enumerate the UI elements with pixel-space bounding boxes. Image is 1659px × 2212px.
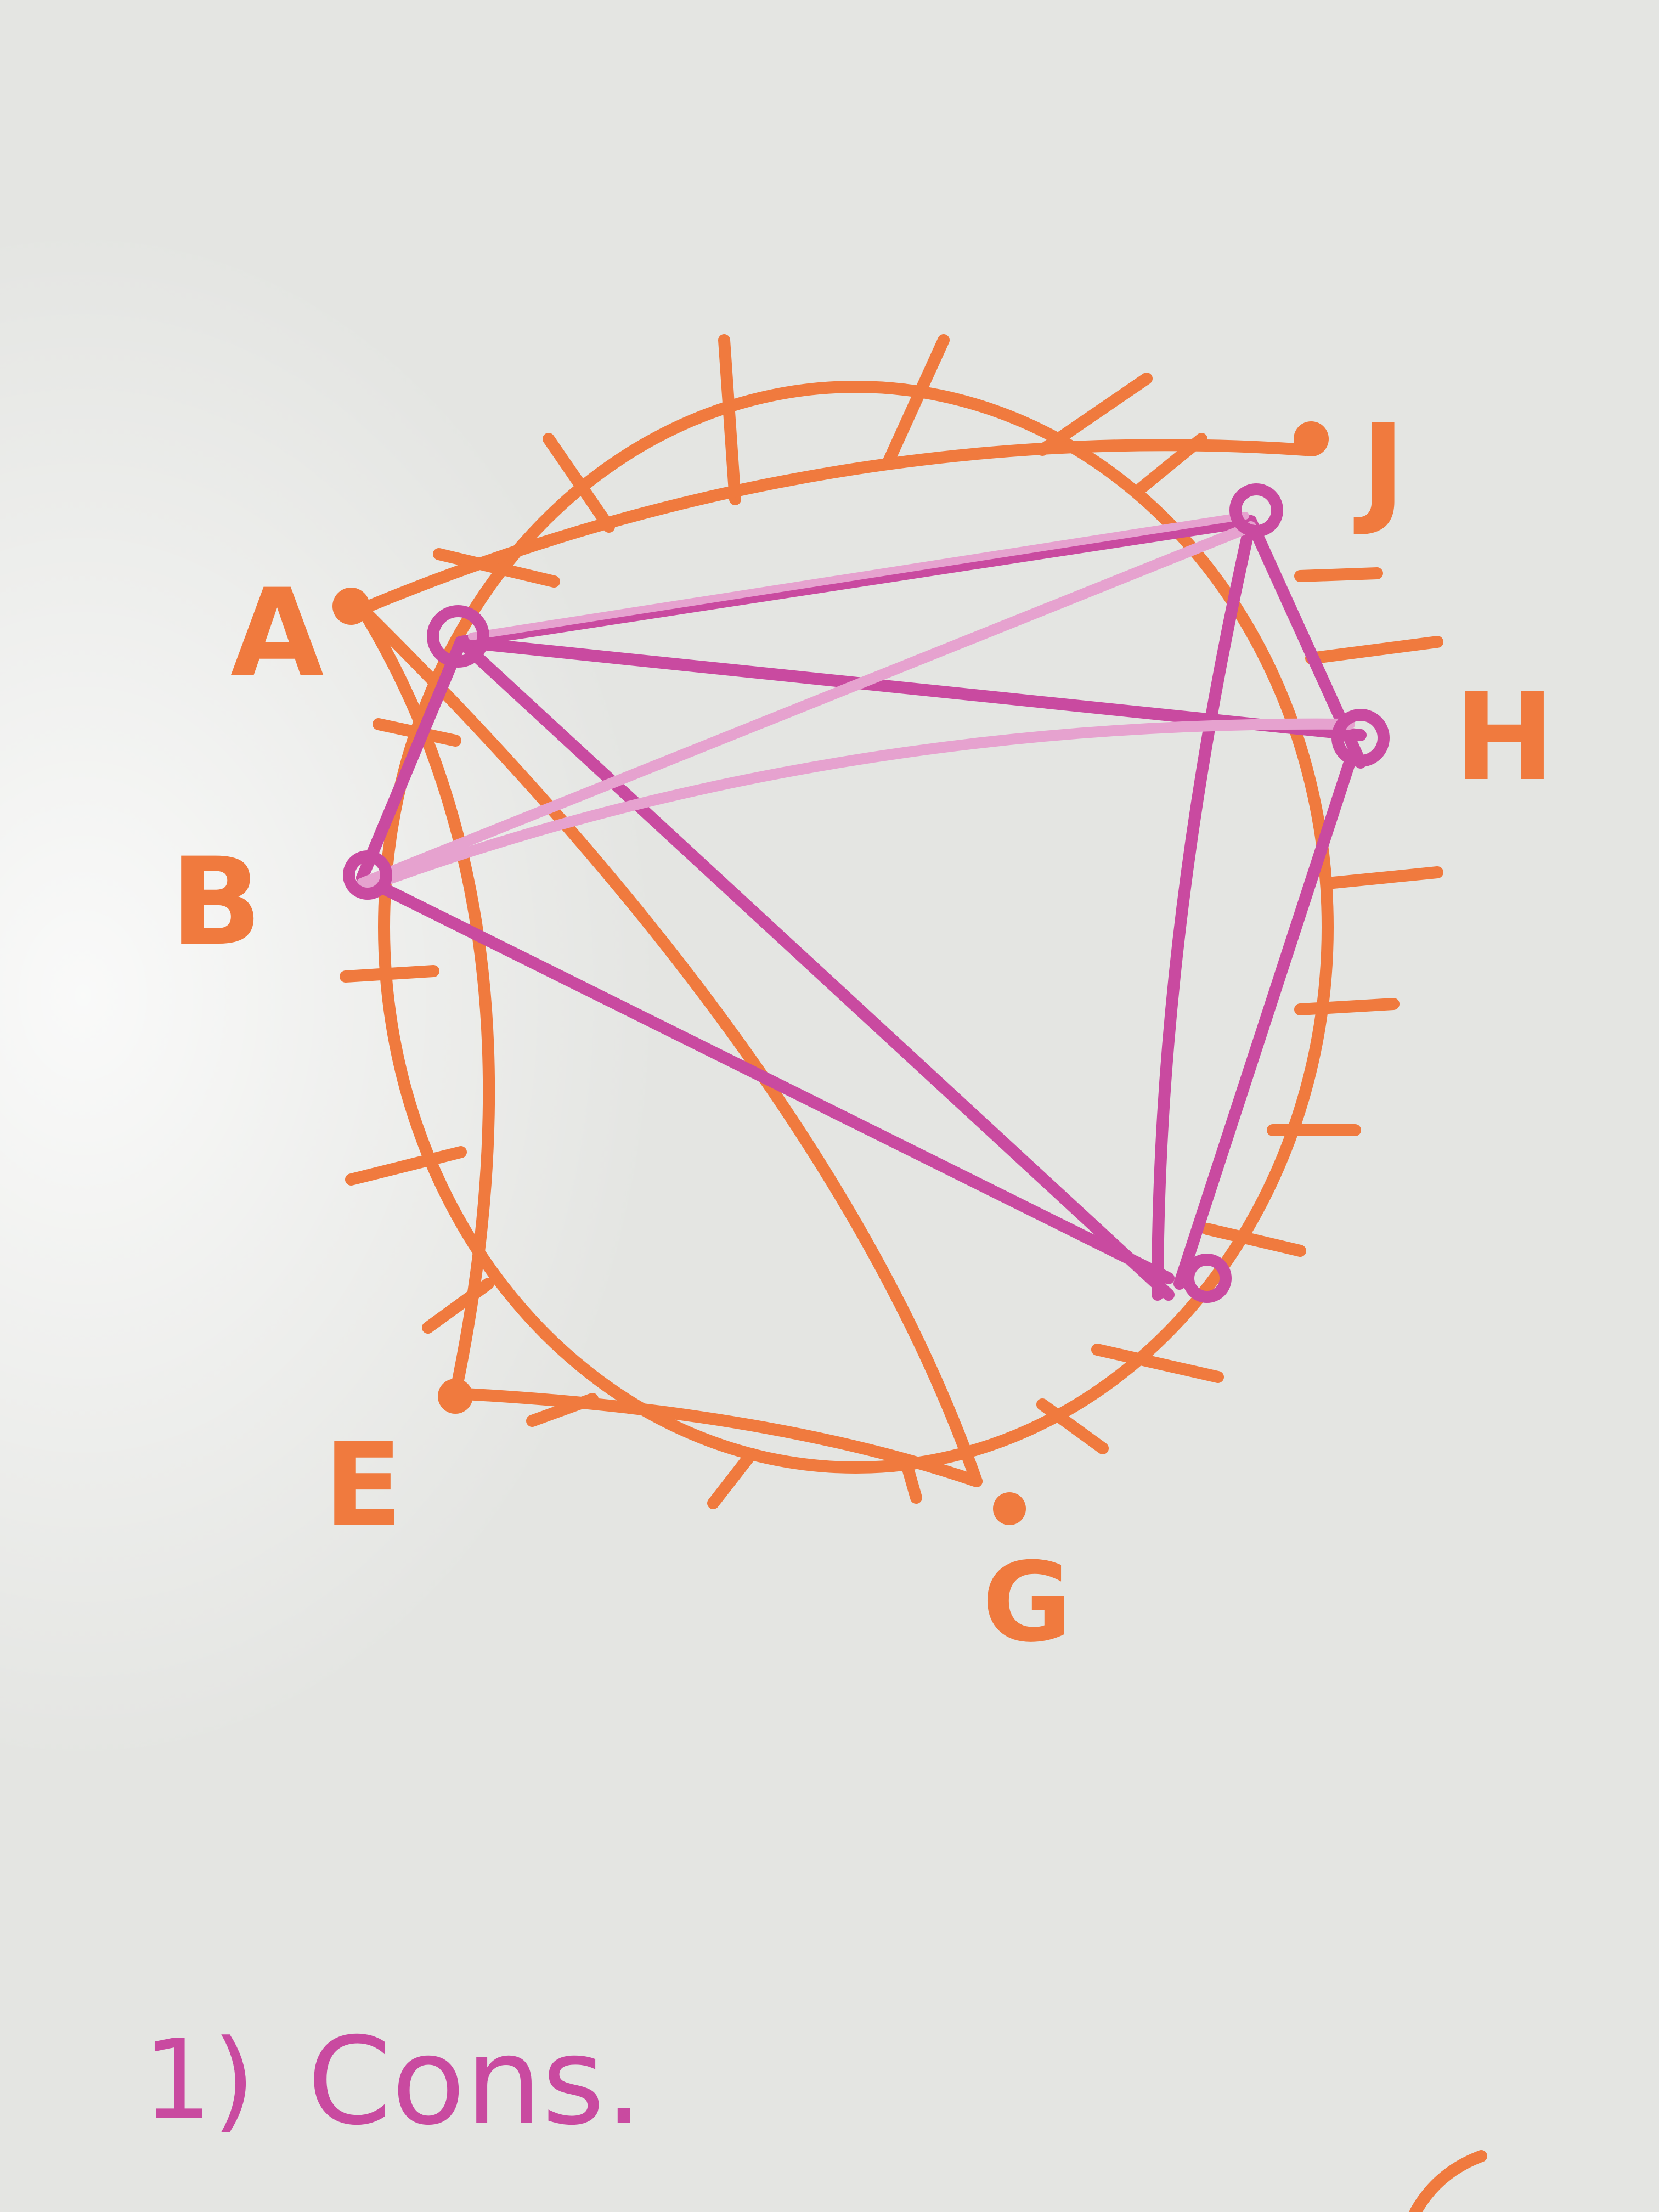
edge-A-G	[356, 603, 983, 1487]
tick	[340, 965, 439, 983]
edge-H-F	[1173, 757, 1356, 1290]
magenta-edges	[356, 515, 1367, 1301]
tick	[345, 1146, 467, 1186]
tick	[707, 1448, 758, 1509]
vertex-J-dot	[1294, 421, 1329, 456]
note-text: Cons.	[307, 2011, 643, 2152]
edge-C-F	[455, 636, 1175, 1301]
edge-B-D	[357, 521, 1256, 889]
label-J: J	[1353, 398, 1406, 539]
light-magenta-edges-top	[468, 512, 1249, 640]
partial-stroke-bottom-right	[1409, 2150, 1487, 2212]
edge-D-F	[1152, 515, 1257, 1301]
tick	[1305, 636, 1443, 664]
tick	[433, 548, 560, 588]
note-number: 1)	[143, 2016, 255, 2144]
light-magenta-edges	[357, 521, 1355, 894]
label-A: A	[230, 563, 324, 703]
vertex-D-node	[1229, 483, 1283, 537]
edge-E-G	[449, 1387, 983, 1487]
vertex-labels: A J H B E G	[170, 398, 1555, 1667]
edge-A-E	[356, 603, 495, 1400]
label-B: B	[170, 832, 262, 972]
vertex-C-node	[427, 605, 489, 668]
bottom-note: 1) Cons.	[143, 2011, 643, 2152]
vertex-A-dot	[332, 588, 370, 625]
tick	[543, 433, 615, 533]
vertex-B-node	[343, 850, 392, 900]
edge-C-B	[356, 636, 467, 884]
tick	[1294, 998, 1400, 1015]
tick	[1036, 1398, 1109, 1454]
vertices	[332, 421, 1390, 1525]
vertex-G-dot	[993, 1492, 1026, 1525]
vertex-H-node	[1331, 709, 1390, 767]
label-H: H	[1454, 667, 1555, 808]
edge-A-J	[356, 439, 1312, 615]
orange-edges	[356, 439, 1312, 1487]
tick	[1091, 1344, 1224, 1383]
tick	[1294, 567, 1383, 582]
label-G: G	[982, 1539, 1072, 1667]
outer-circle	[378, 381, 1334, 1474]
edge-C-D-top	[468, 512, 1249, 640]
vertex-F-node	[1182, 1254, 1232, 1303]
label-E: E	[324, 1418, 402, 1553]
tick	[1322, 866, 1443, 889]
circle-tick-marks	[340, 334, 1443, 1509]
tick	[1201, 1223, 1306, 1257]
edge-B-F	[356, 872, 1175, 1284]
vertex-E-dot	[438, 1379, 473, 1414]
tick	[718, 334, 741, 505]
edge-C-D	[455, 515, 1257, 648]
tick	[1036, 373, 1153, 456]
edge-B-H	[357, 718, 1355, 894]
tick	[883, 334, 950, 467]
